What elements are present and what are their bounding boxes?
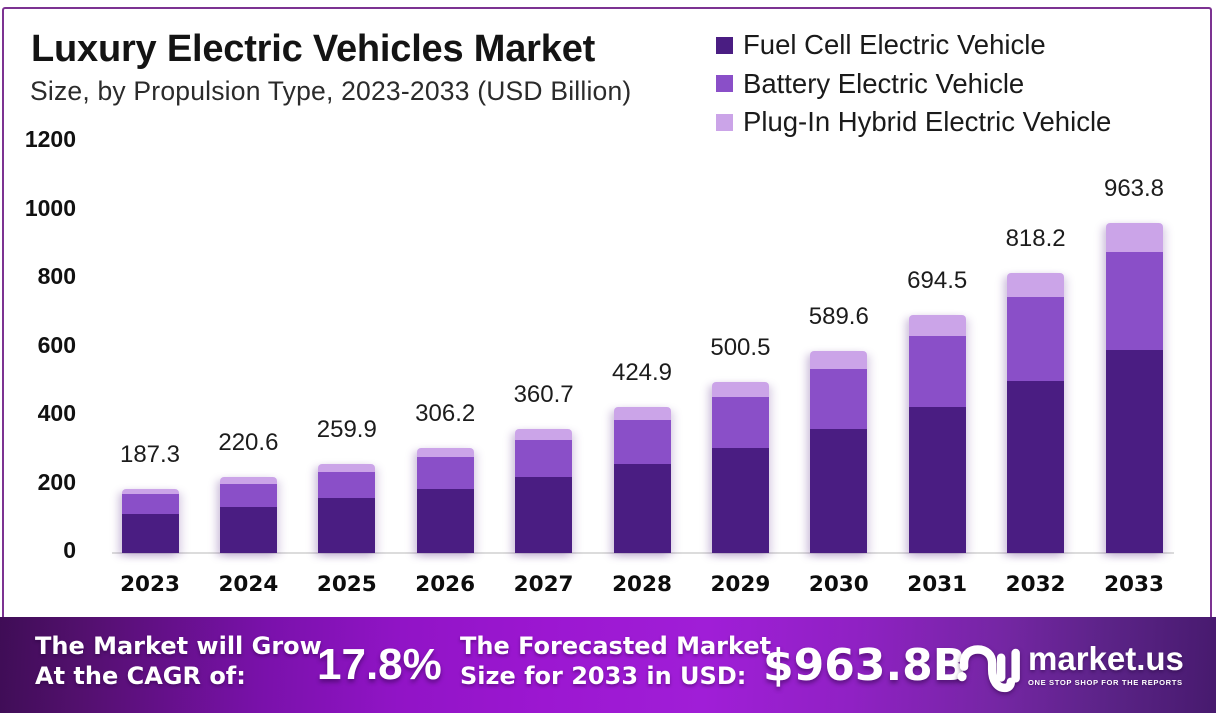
bar-value-label-2024: 220.6 (218, 429, 279, 457)
x-tick-label-2028: 2028 (612, 572, 672, 597)
bar-2033-segment-plug-in-hybrid-electric-vehicle (1105, 222, 1163, 252)
bar-2023-segment-fuel-cell-electric-vehicle (121, 513, 179, 553)
forecast-label-line2: Size for 2033 in USD: (460, 662, 747, 690)
bar-2024-segment-plug-in-hybrid-electric-vehicle (219, 477, 277, 484)
chart-subtitle: Size, by Propulsion Type, 2023-2033 (USD… (30, 76, 632, 106)
bar-value-label-2032: 818.2 (1005, 224, 1066, 252)
bar-2031 (908, 315, 966, 553)
bar-value-label-2029: 500.5 (710, 333, 771, 361)
chart-title: Luxury Electric Vehicles Market (31, 28, 596, 70)
bar-2023-segment-battery-electric-vehicle (121, 494, 179, 514)
bar-value-label-2030: 589.6 (808, 303, 869, 331)
x-tick-label-2031: 2031 (907, 572, 968, 597)
bar-2028-segment-fuel-cell-electric-vehicle (613, 463, 671, 553)
bar-2033 (1105, 222, 1163, 553)
bar-2029 (711, 381, 769, 553)
bar-2031-segment-fuel-cell-electric-vehicle (908, 406, 966, 553)
legend-label-fuel-cell: Fuel Cell Electric Vehicle (743, 29, 1046, 60)
legend-item-battery: Battery Electric Vehicle (716, 67, 1111, 99)
bar-2030-segment-battery-electric-vehicle (810, 368, 868, 429)
bar-2027 (515, 429, 573, 553)
legend-label-plug-in-hybrid: Plug-In Hybrid Electric Vehicle (743, 106, 1112, 137)
bar-2030-segment-fuel-cell-electric-vehicle (810, 428, 868, 553)
bar-2026-segment-battery-electric-vehicle (416, 457, 474, 489)
bar-2031-segment-plug-in-hybrid-electric-vehicle (908, 315, 966, 336)
y-tick-label-1000: 1000 (24, 194, 76, 221)
bar-2028-segment-battery-electric-vehicle (613, 420, 671, 464)
bar-value-label-2028: 424.9 (611, 359, 673, 387)
bar-value-label-2027: 360.7 (513, 381, 574, 409)
bar-2026 (416, 448, 474, 553)
bar-2032-segment-battery-electric-vehicle (1007, 297, 1065, 381)
bar-2024-segment-fuel-cell-electric-vehicle (219, 506, 277, 553)
y-tick-label-600: 600 (37, 331, 76, 358)
bar-2030-segment-plug-in-hybrid-electric-vehicle (810, 351, 868, 369)
legend-item-fuel-cell: Fuel Cell Electric Vehicle (716, 29, 1111, 60)
bar-2026-segment-plug-in-hybrid-electric-vehicle (416, 448, 474, 458)
brand-name: market.us (1028, 640, 1184, 677)
x-tick-label-2025: 2025 (316, 572, 377, 597)
bar-value-label-2033: 963.8 (1103, 174, 1165, 202)
forecast-label-line1: The Forecasted Market (460, 632, 772, 660)
bar-2027-segment-battery-electric-vehicle (515, 440, 573, 478)
cagr-label-line1: The Market will Grow (35, 632, 322, 660)
legend-swatch-fuel-cell (716, 36, 733, 54)
bar-value-label-2023: 187.3 (119, 440, 181, 468)
x-axis-line (112, 552, 1174, 554)
bar-2032 (1007, 272, 1065, 553)
x-tick-label-2030: 2030 (808, 572, 869, 597)
legend-item-plug-in-hybrid: Plug-In Hybrid Electric Vehicle (716, 106, 1112, 137)
bar-2023-segment-plug-in-hybrid-electric-vehicle (121, 488, 179, 495)
y-tick-label-400: 400 (37, 400, 76, 426)
bar-2028 (613, 407, 671, 553)
bar-2024 (219, 477, 277, 553)
x-tick-label-2029: 2029 (710, 572, 771, 597)
bar-2025-segment-fuel-cell-electric-vehicle (318, 498, 376, 553)
x-tick-label-2024: 2024 (218, 572, 279, 597)
brand-tagline: ONE STOP SHOP FOR THE REPORTS (1028, 678, 1183, 687)
y-tick-label-800: 800 (37, 263, 76, 289)
bar-2027-segment-fuel-cell-electric-vehicle (515, 477, 573, 553)
x-tick-label-2027: 2027 (513, 572, 574, 597)
x-tick-label-2033: 2033 (1104, 572, 1164, 597)
bar-2028-segment-plug-in-hybrid-electric-vehicle (613, 407, 671, 421)
bar-2024-segment-battery-electric-vehicle (219, 484, 277, 507)
market-us-logo-icon (957, 645, 1020, 693)
legend-swatch-battery (716, 75, 733, 92)
bar-2033-segment-fuel-cell-electric-vehicle (1105, 349, 1163, 553)
bar-2025 (318, 463, 376, 553)
y-tick-label-0: 0 (63, 537, 76, 563)
bar-2025-segment-plug-in-hybrid-electric-vehicle (318, 463, 376, 472)
bar-2032-segment-plug-in-hybrid-electric-vehicle (1007, 272, 1065, 298)
cagr-value: 17.8% (317, 640, 442, 689)
bar-value-label-2025: 259.9 (316, 415, 377, 443)
bar-value-label-2026: 306.2 (415, 400, 476, 428)
legend-label-battery: Battery Electric Vehicle (743, 67, 1025, 99)
bar-2029-segment-plug-in-hybrid-electric-vehicle (711, 381, 769, 397)
bar-2032-segment-fuel-cell-electric-vehicle (1007, 380, 1065, 553)
bar-2030 (810, 351, 868, 553)
bar-2033-segment-battery-electric-vehicle (1105, 251, 1163, 350)
x-tick-label-2023: 2023 (120, 572, 180, 597)
brand-text: market.us ONE STOP SHOP FOR THE REPORTS (1028, 642, 1184, 687)
forecast-value: $963.8B (763, 640, 967, 691)
legend-swatch-plug-in-hybrid (716, 113, 733, 131)
legend: Fuel Cell Electric Vehicle Battery Elect… (716, 29, 1112, 137)
cagr-label-line2: At the CAGR of: (35, 662, 246, 690)
bar-2023 (121, 488, 179, 553)
cagr-label: The Market will Grow At the CAGR of: (35, 631, 322, 691)
bar-2031-segment-battery-electric-vehicle (908, 335, 966, 407)
forecast-label: The Forecasted Market Size for 2033 in U… (460, 631, 771, 691)
bar-value-label-2031: 694.5 (907, 267, 968, 295)
bar-2026-segment-fuel-cell-electric-vehicle (416, 488, 474, 553)
bar-2029-segment-battery-electric-vehicle (711, 396, 769, 448)
bar-2027-segment-plug-in-hybrid-electric-vehicle (515, 429, 573, 441)
y-tick-label-1200: 1200 (24, 126, 76, 152)
bar-2025-segment-battery-electric-vehicle (318, 471, 376, 499)
x-tick-label-2032: 2032 (1005, 572, 1066, 597)
bar-2029-segment-fuel-cell-electric-vehicle (711, 447, 769, 553)
x-tick-label-2026: 2026 (415, 572, 476, 597)
y-tick-label-200: 200 (37, 468, 76, 495)
